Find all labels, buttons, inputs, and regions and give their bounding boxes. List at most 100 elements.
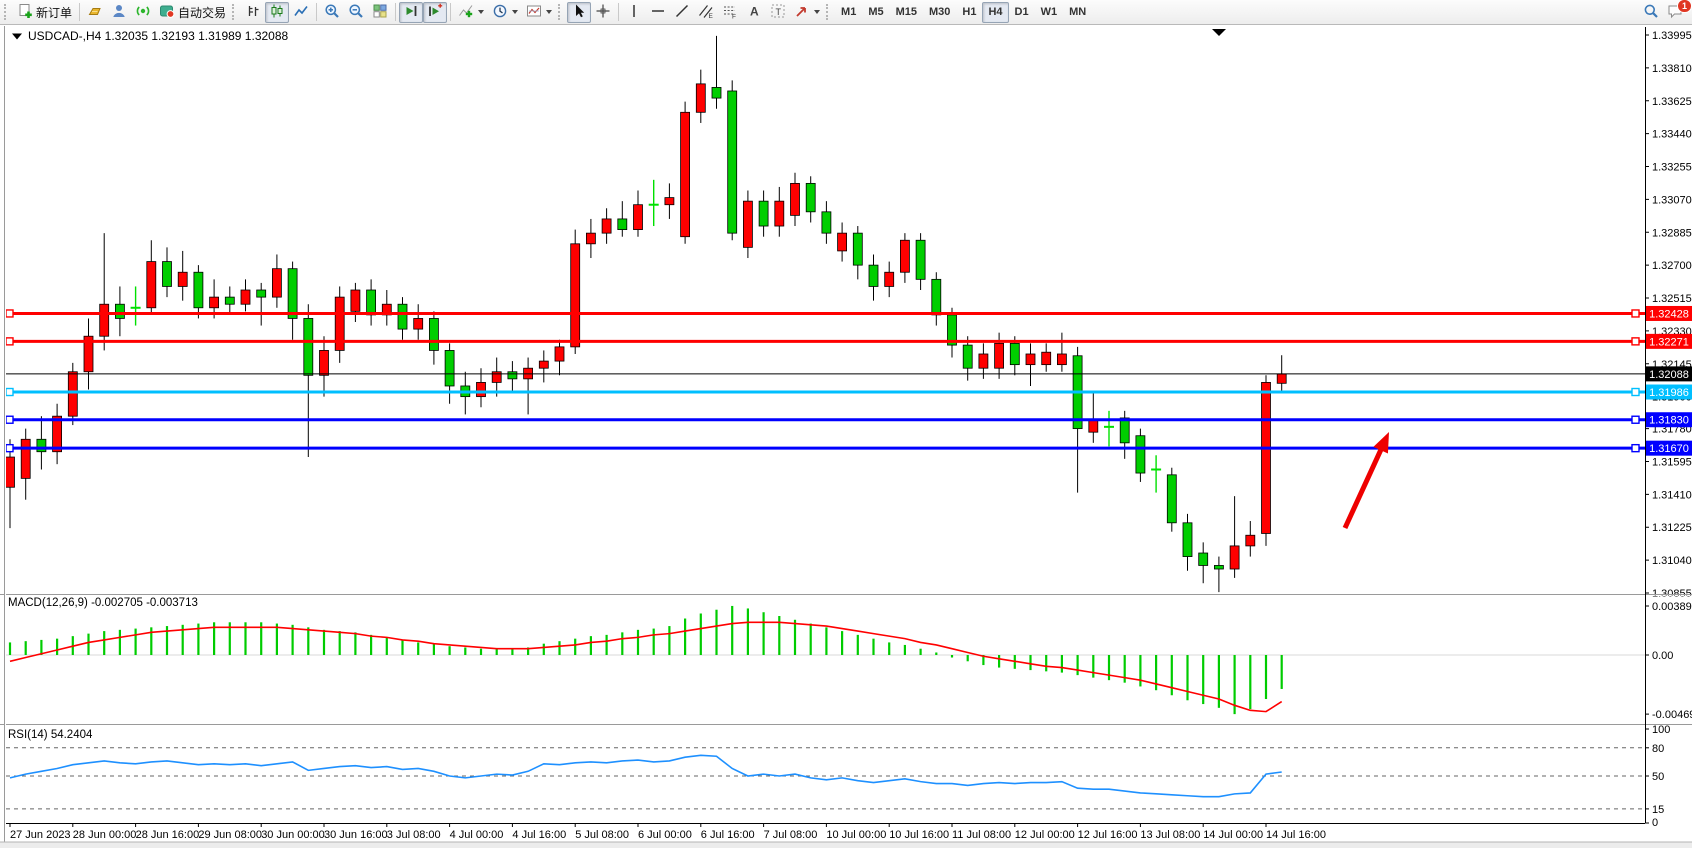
line-handle[interactable]	[1631, 443, 1640, 453]
svg-text:1.31595: 1.31595	[1652, 456, 1692, 468]
svg-text:13 Jul 08:00: 13 Jul 08:00	[1140, 829, 1200, 841]
svg-text:1.32428: 1.32428	[1649, 308, 1689, 320]
crosshair-button[interactable]	[591, 2, 615, 23]
timeframe-h1-button[interactable]: H1	[956, 2, 982, 23]
toolbar-grip[interactable]	[826, 4, 832, 20]
arrows-tool-button[interactable]	[790, 2, 824, 23]
toolbar-separator	[450, 3, 452, 21]
channel-tool-button[interactable]: E	[694, 2, 718, 23]
line-handle[interactable]	[5, 443, 14, 453]
svg-text:14 Jul 00:00: 14 Jul 00:00	[1203, 829, 1263, 841]
svg-text:10 Jul 00:00: 10 Jul 00:00	[826, 829, 886, 841]
autotrading-button[interactable]: 自动交易	[155, 2, 230, 23]
svg-text:1.31410: 1.31410	[1652, 489, 1692, 501]
timeframe-m30-button[interactable]: M30	[923, 2, 956, 23]
line-handle[interactable]	[1631, 309, 1640, 318]
toolbar-separator	[618, 3, 620, 21]
line-handle[interactable]	[5, 387, 14, 397]
timeframe-m1-button[interactable]: M1	[835, 2, 862, 23]
svg-text:4 Jul 00:00: 4 Jul 00:00	[450, 829, 504, 841]
chevron-down-icon	[546, 10, 553, 14]
line-chart-mode-button[interactable]	[289, 2, 313, 23]
market-button[interactable]	[83, 2, 107, 23]
indicators-icon	[458, 3, 474, 22]
line-handle[interactable]	[5, 309, 14, 318]
window-bottom-edge	[0, 842, 1692, 848]
symbol-title: USDCAD-,H4 1.32035 1.32193 1.31989 1.320…	[28, 29, 289, 43]
toolbar-grip[interactable]	[558, 4, 564, 20]
line-handle[interactable]	[1631, 337, 1640, 346]
bar-chart-icon	[245, 3, 261, 22]
trendline-icon	[674, 3, 690, 22]
chart-shift-button[interactable]	[423, 1, 448, 23]
svg-text:0.003895: 0.003895	[1652, 601, 1692, 613]
svg-text:4 Jul 16:00: 4 Jul 16:00	[512, 829, 566, 841]
indicators-button[interactable]	[454, 2, 488, 23]
autotrading-icon	[159, 3, 175, 22]
macd-axis: 0.003895 0.00 -0.004699	[1645, 601, 1692, 721]
arrow-annotation[interactable]	[1342, 432, 1389, 530]
timeframe-mn-button[interactable]: MN	[1063, 2, 1092, 23]
svg-text:6 Jul 16:00: 6 Jul 16:00	[701, 829, 755, 841]
signals-button[interactable]	[131, 2, 155, 23]
svg-text:28 Jun 16:00: 28 Jun 16:00	[136, 829, 200, 841]
text-label-tool-button[interactable]: T	[766, 2, 790, 23]
zoom-in-button[interactable]	[320, 2, 344, 23]
svg-text:1.33810: 1.33810	[1652, 63, 1692, 75]
svg-text:12 Jul 16:00: 12 Jul 16:00	[1078, 829, 1138, 841]
svg-text:30 Jun 16:00: 30 Jun 16:00	[324, 829, 388, 841]
notifications-button[interactable]: 1	[1663, 0, 1692, 23]
svg-text:0.00: 0.00	[1652, 650, 1673, 662]
svg-text:1.33070: 1.33070	[1652, 194, 1692, 206]
line-handle[interactable]	[1631, 415, 1640, 424]
cursor-button[interactable]	[567, 1, 592, 23]
svg-text:7 Jul 08:00: 7 Jul 08:00	[764, 829, 818, 841]
svg-text:27 Jun 2023: 27 Jun 2023	[10, 829, 71, 841]
new-order-button[interactable]: 新订单	[13, 2, 76, 23]
text-tool-button[interactable]: A	[742, 2, 766, 23]
bar-chart-mode-button[interactable]	[241, 2, 265, 23]
svg-text:6 Jul 00:00: 6 Jul 00:00	[638, 829, 692, 841]
fibonacci-icon: F	[722, 3, 738, 22]
vertical-line-icon	[626, 3, 642, 22]
svg-text:1.33440: 1.33440	[1652, 129, 1692, 141]
candlestick-mode-button[interactable]	[265, 1, 290, 23]
trendline-tool-button[interactable]	[670, 2, 694, 23]
svg-text:1.32088: 1.32088	[1649, 369, 1689, 381]
symbol-dropdown-icon[interactable]	[12, 33, 22, 40]
search-button[interactable]	[1639, 2, 1663, 23]
auto-scroll-button[interactable]	[399, 1, 424, 23]
periods-button[interactable]	[488, 2, 522, 23]
chart-shift-marker[interactable]	[1212, 29, 1226, 36]
timeframe-w1-button[interactable]: W1	[1035, 2, 1064, 23]
svg-text:14 Jul 16:00: 14 Jul 16:00	[1266, 829, 1326, 841]
price-chart[interactable]: 1.33995 1.33810 1.33625 1.33440 1.33255 1.330…	[0, 25, 1692, 848]
timeframe-d1-button[interactable]: D1	[1009, 2, 1035, 23]
vertical-line-tool-button[interactable]	[622, 2, 646, 23]
tile-windows-button[interactable]	[368, 2, 392, 23]
toolbar-grip[interactable]	[4, 4, 10, 20]
toolbar-grip[interactable]	[232, 4, 238, 20]
rsi-indicator-pane: RSI(14) 54.2404	[6, 729, 1645, 810]
line-handle[interactable]	[1631, 387, 1640, 397]
timeframe-h4-button[interactable]: H4	[982, 1, 1009, 23]
horizontal-line-tool-button[interactable]	[646, 2, 670, 23]
line-handle[interactable]	[5, 415, 14, 424]
timeframe-m5-button[interactable]: M5	[862, 2, 889, 23]
line-handle[interactable]	[5, 337, 14, 346]
profile-person-icon	[111, 3, 127, 22]
svg-text:3 Jul 08:00: 3 Jul 08:00	[387, 829, 441, 841]
horizontal-level-lines[interactable]	[5, 309, 1645, 453]
profile-button[interactable]	[107, 2, 131, 23]
autotrading-label: 自动交易	[178, 5, 227, 20]
zoom-out-button[interactable]	[344, 2, 368, 23]
svg-text:1.32271: 1.32271	[1649, 336, 1689, 348]
templates-button[interactable]	[522, 2, 556, 23]
line-chart-icon	[293, 3, 309, 22]
chart-window[interactable]: 1.33995 1.33810 1.33625 1.33440 1.33255 1.330…	[0, 25, 1692, 848]
gold-ingot-icon	[87, 3, 103, 22]
notification-badge: 1	[1676, 0, 1692, 13]
fibonacci-tool-button[interactable]: F	[718, 2, 742, 23]
timeframe-m15-button[interactable]: M15	[890, 2, 923, 23]
